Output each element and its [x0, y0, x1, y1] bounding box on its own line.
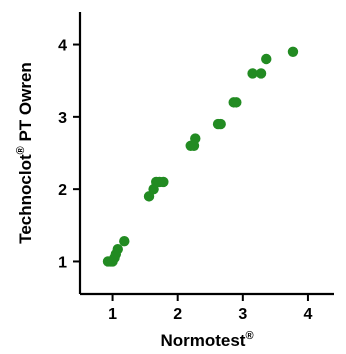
data-point: [215, 118, 226, 130]
x-axis-title-superscript: ®: [245, 330, 253, 342]
y-axis-title-suffix: PT Owren: [16, 62, 35, 146]
data-point: [119, 236, 130, 247]
data-point: [231, 97, 242, 108]
y-tick-label: 3: [58, 110, 67, 127]
data-point: [287, 46, 299, 57]
x-axis: 1 2 3 4: [80, 292, 334, 323]
x-tick-label: 3: [238, 306, 247, 323]
plot-area: [102, 46, 299, 267]
y-axis: 1 2 3 4: [58, 12, 82, 294]
data-point: [158, 176, 169, 188]
data-point: [247, 68, 258, 79]
y-axis-title-text: Technoclot: [16, 154, 35, 244]
y-axis-title-superscript: ®: [15, 146, 27, 154]
y-tick-label: 1: [58, 254, 67, 271]
y-axis-title: Technoclot® PT Owren: [15, 62, 35, 244]
x-axis-title-text: Normotest: [160, 331, 245, 350]
x-tick-label: 2: [173, 306, 182, 323]
y-tick-label: 2: [58, 182, 67, 199]
data-point: [112, 243, 123, 255]
data-point: [190, 133, 201, 144]
x-tick-label: 1: [108, 306, 117, 323]
x-axis-title: Normotest®: [160, 330, 253, 350]
data-point: [255, 68, 267, 79]
x-tick-label: 4: [303, 306, 312, 323]
y-tick-label: 4: [58, 38, 67, 55]
data-point: [261, 53, 272, 65]
